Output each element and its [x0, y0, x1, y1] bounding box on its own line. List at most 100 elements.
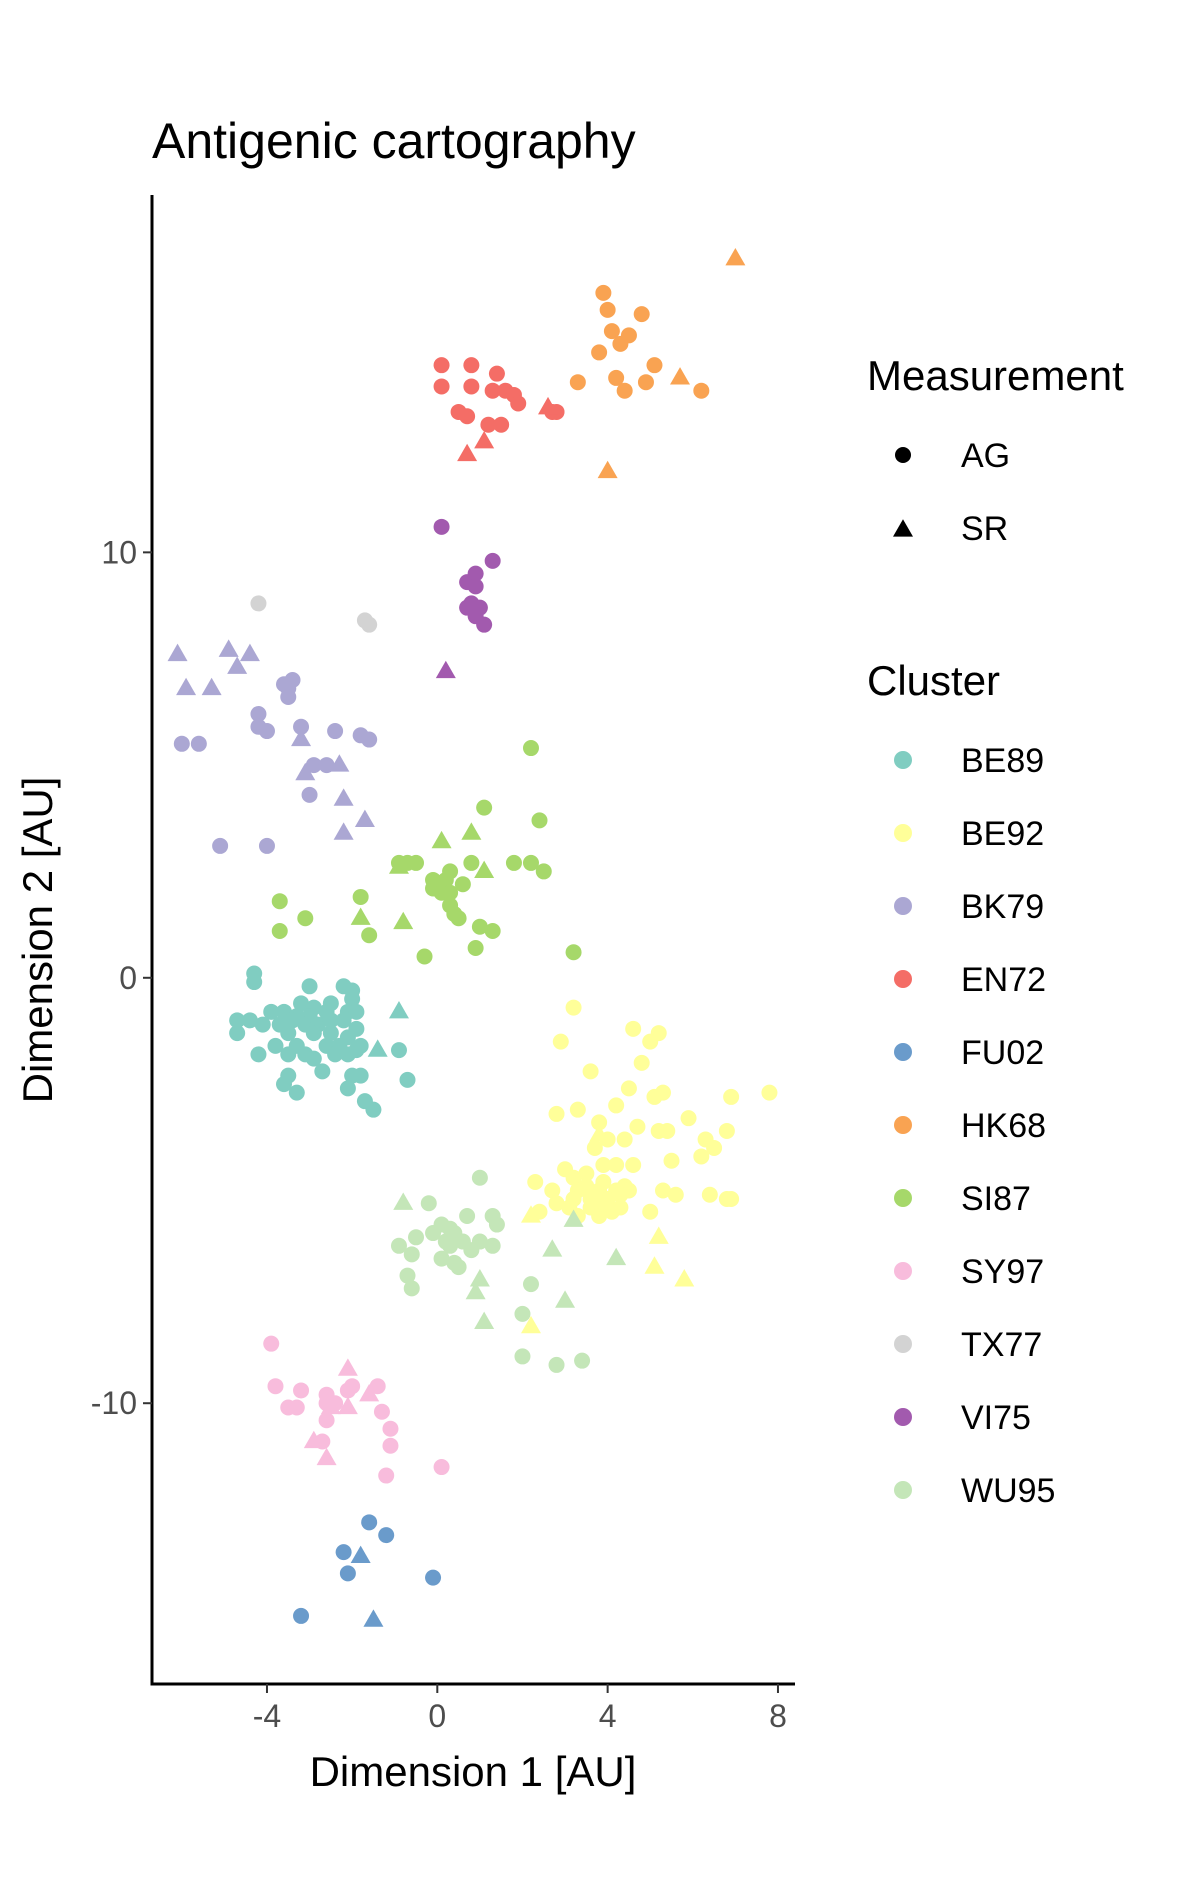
- point-ag-be89: [229, 1025, 246, 1042]
- point-ag-vi75: [467, 578, 484, 595]
- point-ag-be92: [548, 1195, 565, 1212]
- point-ag-wu95: [548, 1356, 565, 1373]
- point-ag-be92: [654, 1182, 671, 1199]
- point-ag-en72: [459, 408, 476, 425]
- legend-key-sr: [893, 519, 913, 537]
- point-ag-be89: [322, 1012, 339, 1029]
- legend-label-en72: EN72: [961, 961, 1046, 999]
- point-sr-bk79: [333, 822, 354, 840]
- point-ag-wu95: [390, 1237, 407, 1254]
- point-ag-fu02: [378, 1527, 395, 1544]
- point-ag-be89: [322, 1025, 339, 1042]
- point-ag-be92: [706, 1139, 723, 1156]
- point-ag-be89: [352, 1037, 369, 1054]
- point-ag-bk79: [276, 676, 293, 693]
- point-ag-vi75: [484, 552, 501, 569]
- point-ag-sy97: [433, 1459, 450, 1476]
- point-sr-bk79: [201, 677, 222, 696]
- point-ag-be89: [339, 1046, 356, 1063]
- legend-label-bk79: BK79: [961, 888, 1044, 926]
- point-ag-si87: [416, 948, 433, 965]
- point-ag-hk68: [646, 357, 663, 374]
- point-ag-be92: [693, 1148, 710, 1165]
- point-ag-be89: [263, 1003, 280, 1020]
- point-sr-wu95: [606, 1247, 627, 1266]
- point-sr-bk79: [167, 643, 188, 662]
- point-ag-be89: [293, 995, 310, 1012]
- point-sr-hk68: [597, 460, 618, 479]
- point-ag-si87: [467, 940, 484, 957]
- point-ag-bk79: [301, 786, 318, 803]
- legend-label-fu02: FU02: [961, 1034, 1044, 1072]
- point-ag-be89: [301, 978, 318, 995]
- point-ag-be89: [305, 1025, 322, 1042]
- points-layer: [167, 248, 778, 1627]
- point-ag-be92: [565, 1169, 582, 1186]
- point-ag-be92: [646, 1088, 663, 1105]
- point-ag-be92: [620, 1080, 637, 1097]
- legend-key-hk68: [894, 1116, 912, 1134]
- point-ag-be89: [365, 1101, 382, 1118]
- point-sr-fu02: [350, 1545, 371, 1563]
- point-ag-wu95: [433, 1250, 450, 1267]
- point-ag-en72: [433, 378, 450, 395]
- point-ag-be92: [663, 1152, 680, 1169]
- point-ag-tx77: [361, 616, 378, 633]
- point-ag-be92: [667, 1186, 684, 1203]
- point-ag-be89: [390, 1042, 407, 1059]
- point-ag-si87: [531, 812, 548, 829]
- point-ag-be92: [608, 1097, 625, 1114]
- axes: [150, 195, 795, 1686]
- point-ag-be89: [254, 1016, 271, 1033]
- point-ag-be92: [680, 1110, 697, 1127]
- point-ag-wu95: [459, 1208, 476, 1225]
- point-sr-wu95: [474, 1311, 495, 1329]
- y-axis-title: Dimension 2 [AU]: [14, 777, 61, 1104]
- point-ag-be92: [552, 1033, 569, 1050]
- point-ag-si87: [476, 799, 493, 816]
- legend-key-en72: [894, 970, 912, 988]
- point-sr-hk68: [670, 367, 691, 385]
- point-sr-fu02: [363, 1609, 384, 1627]
- point-ag-wu95: [408, 1229, 425, 1246]
- point-sr-si87: [350, 907, 371, 925]
- point-ag-hk68: [599, 301, 616, 318]
- point-ag-si87: [352, 888, 369, 905]
- point-sr-sy97: [337, 1358, 358, 1376]
- y-tick-label: -10: [91, 1385, 137, 1421]
- point-ag-si87: [454, 876, 471, 893]
- point-ag-be92: [548, 1105, 565, 1122]
- point-ag-si87: [565, 944, 582, 961]
- point-ag-sy97: [293, 1382, 310, 1399]
- point-ag-be89: [250, 1046, 267, 1063]
- point-ag-vi75: [433, 518, 450, 535]
- x-tick-label: 0: [428, 1698, 446, 1734]
- point-ag-be92: [603, 1203, 620, 1220]
- point-ag-si87: [450, 910, 467, 927]
- point-ag-si87: [471, 918, 488, 935]
- point-ag-be89: [284, 1012, 301, 1029]
- point-ag-sy97: [382, 1437, 399, 1454]
- point-ag-be89: [314, 1063, 331, 1080]
- point-ag-bk79: [280, 689, 297, 706]
- x-tick-label: 4: [599, 1698, 617, 1734]
- legend-label-ag: AG: [961, 437, 1010, 475]
- legend-key-fu02: [894, 1043, 912, 1061]
- point-ag-bk79: [293, 718, 310, 735]
- point-ag-fu02: [293, 1607, 310, 1624]
- point-ag-en72: [510, 395, 527, 412]
- point-ag-en72: [488, 365, 505, 382]
- legend-key-vi75: [894, 1408, 912, 1426]
- point-ag-be89: [352, 1067, 369, 1084]
- x-tick-label: 8: [769, 1698, 787, 1734]
- point-ag-bk79: [361, 731, 378, 748]
- point-sr-wu95: [393, 1192, 414, 1210]
- legend-label-be92: BE92: [961, 815, 1044, 853]
- point-sr-sy97: [303, 1430, 324, 1449]
- point-ag-sy97: [263, 1335, 280, 1352]
- point-ag-bk79: [327, 723, 344, 740]
- point-ag-sy97: [369, 1378, 386, 1395]
- point-ag-si87: [271, 922, 288, 939]
- point-ag-sy97: [267, 1378, 284, 1395]
- point-sr-wu95: [465, 1281, 486, 1300]
